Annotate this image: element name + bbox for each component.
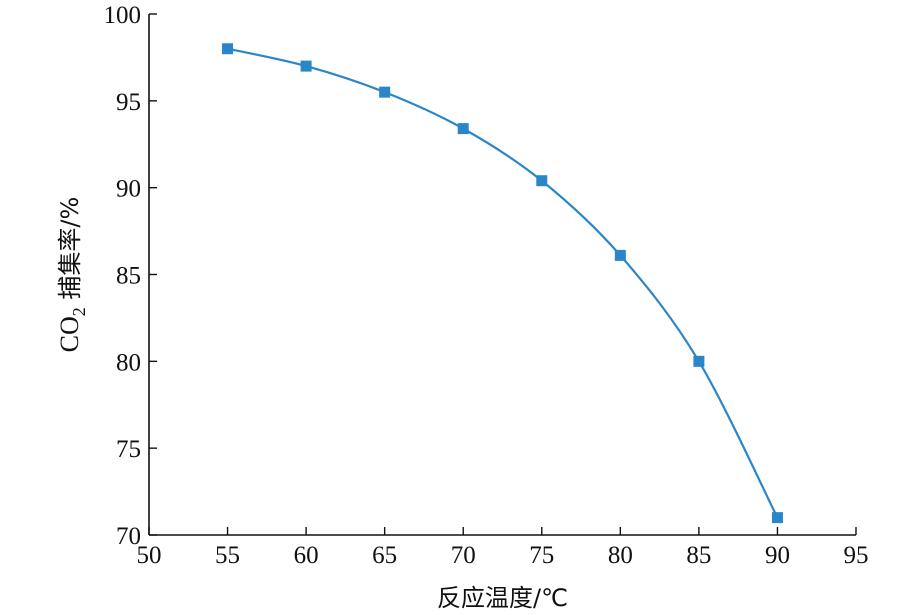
data-point-marker: [300, 60, 312, 72]
y-tick-label: 90: [116, 176, 141, 203]
y-axis-title-subscript: 2: [69, 307, 89, 316]
data-point-marker: [614, 249, 626, 261]
x-tick-label: 60: [294, 542, 319, 569]
axes: [148, 14, 856, 536]
x-tick-label: 90: [765, 542, 790, 569]
x-tick-label: 65: [372, 542, 397, 569]
x-tick-label: 85: [686, 542, 711, 569]
series-layer: [222, 43, 783, 524]
x-tick-label: 50: [137, 542, 162, 569]
x-tick-label: 80: [608, 542, 633, 569]
data-point-marker: [457, 123, 469, 135]
x-axis-title: 反应温度/℃: [437, 584, 568, 612]
x-tick-label: 55: [215, 542, 240, 569]
y-axis-title-prefix: CO: [55, 316, 84, 352]
x-axis-ticks: 50 55 60 65 70 75 80 85 90 95: [137, 527, 869, 569]
data-point-marker: [379, 86, 391, 98]
data-point-marker: [771, 512, 783, 524]
data-point-marker: [536, 175, 548, 187]
y-tick-label: 85: [116, 263, 141, 290]
y-axis-title-suffix: 捕集率/%: [56, 197, 84, 308]
y-axis-title: CO2 捕集率/%: [55, 197, 89, 353]
y-axis-ticks: 70 75 80 85 90 95 100: [104, 2, 157, 550]
y-tick-label: 100: [104, 2, 142, 29]
x-tick-label: 95: [844, 542, 869, 569]
series-line: [227, 47, 779, 519]
y-tick-label: 80: [116, 349, 141, 376]
y-tick-label: 95: [116, 89, 141, 116]
data-point-marker: [693, 355, 705, 367]
data-point-marker: [222, 43, 234, 55]
x-tick-label: 75: [529, 542, 554, 569]
y-tick-label: 75: [116, 436, 141, 463]
x-tick-label: 70: [451, 542, 476, 569]
y-tick-label: 70: [116, 523, 141, 550]
